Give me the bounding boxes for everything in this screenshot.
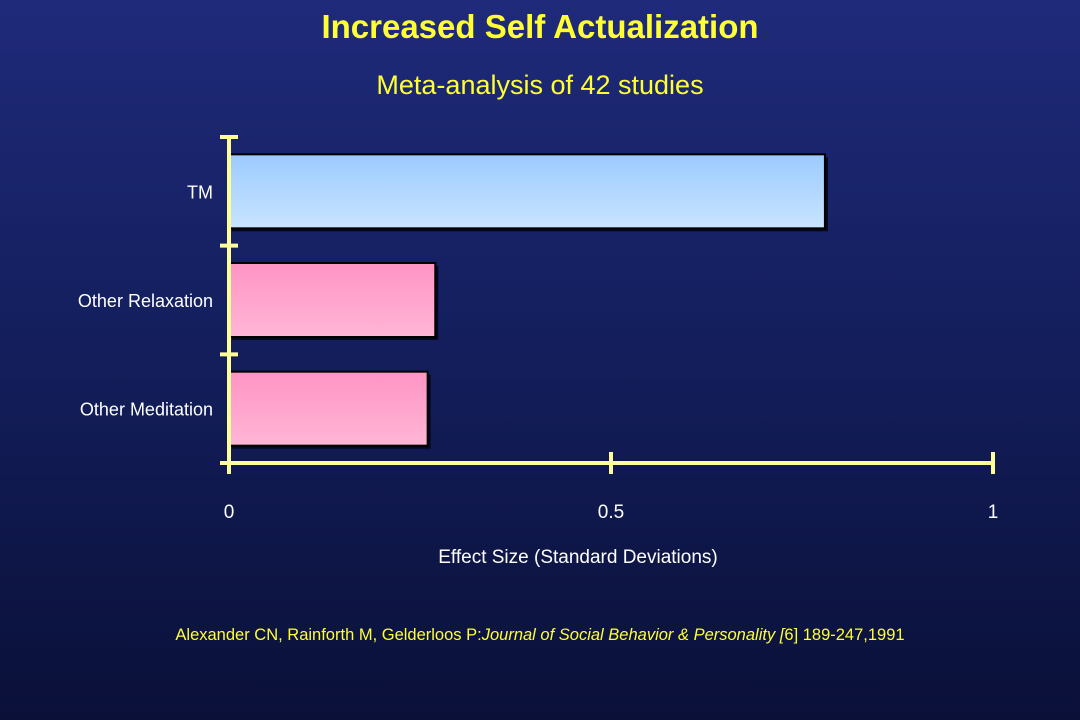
label-group: TM Other Relaxation Other Meditation 0 0.5 1 (78, 182, 998, 523)
bar-group (228, 153, 828, 449)
x-tick-label: 1 (988, 502, 999, 523)
citation-pages: ] 189-247,1991 (793, 626, 905, 644)
bar-tm (228, 153, 826, 230)
axes-group (220, 135, 995, 474)
x-axis-label: Effect Size (Standard Deviations) (438, 547, 718, 568)
citation-journal: Journal of Social Behavior & Personality… (481, 626, 785, 644)
category-label-other-relaxation: Other Relaxation (78, 291, 213, 311)
citation-volume: 6 (784, 626, 794, 644)
x-tick-label: 0.5 (598, 502, 624, 523)
category-label-other-meditation: Other Meditation (80, 400, 213, 420)
chart-subtitle: Meta-analysis of 42 studies (376, 70, 704, 100)
category-label-tm: TM (187, 182, 213, 202)
x-tick-label: 0 (224, 502, 235, 523)
citation-authors: Alexander CN, Rainforth M, Gelderloos P: (175, 626, 482, 644)
bar-other-relaxation (228, 262, 437, 338)
citation: Alexander CN, Rainforth M, Gelderloos P:… (0, 626, 1080, 645)
chart-title: Increased Self Actualization (321, 8, 759, 45)
bar-other-meditation (228, 370, 429, 447)
